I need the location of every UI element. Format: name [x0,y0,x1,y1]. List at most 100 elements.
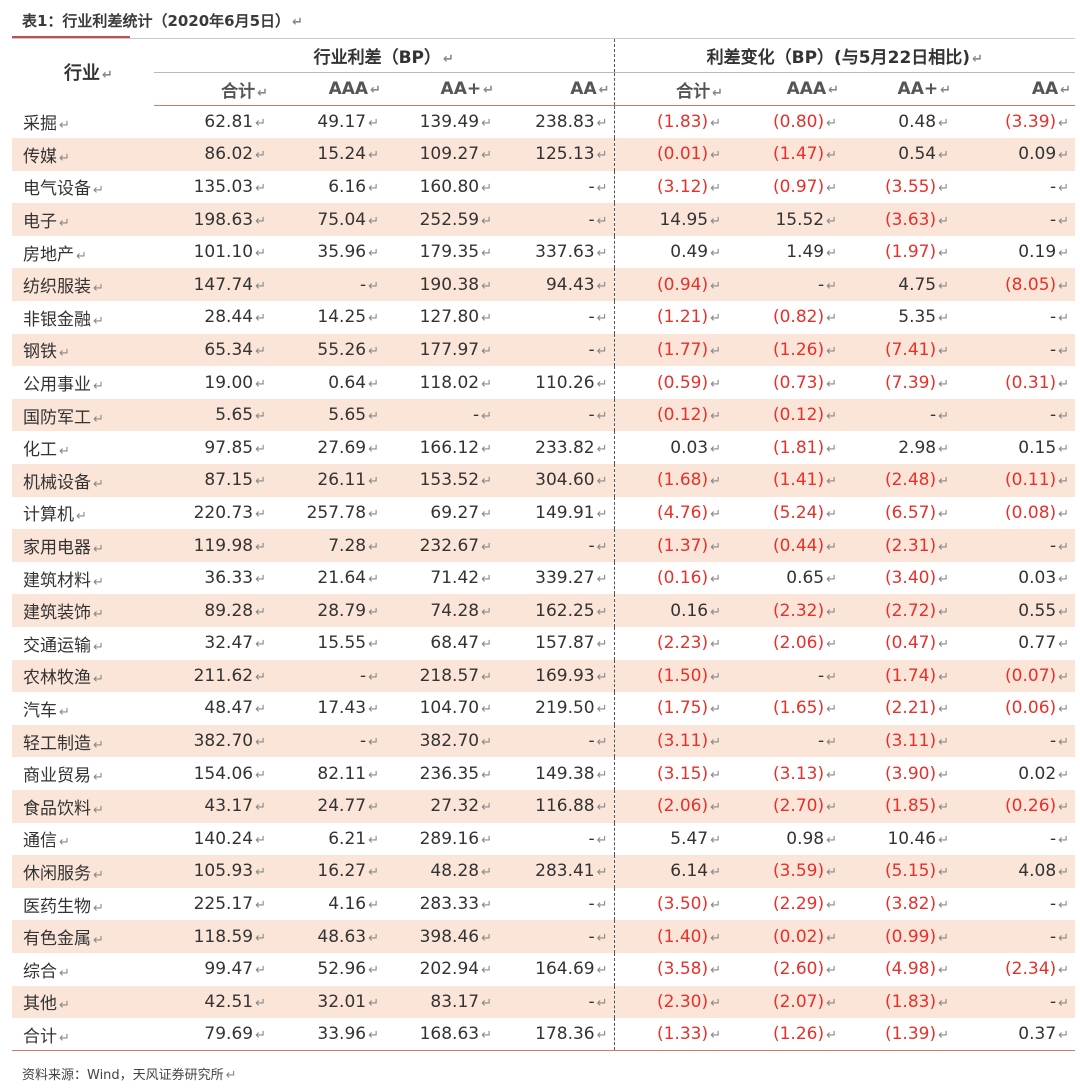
change-cell: (5.24) ↵ [772,502,838,523]
spread-cell: 86.02 ↵ [154,138,272,171]
industry-name: 电子 ↵ [12,203,154,236]
spread-cell: 119.98 ↵ [154,529,272,562]
table-row: 医药生物 ↵ 225.17 ↵ 4.16 ↵ 283.33 ↵ - ↵ (3.50) ↵ (2.29) ↵… [12,887,1075,921]
change-cell: 15.52 ↵ [727,203,844,236]
industry-name: 非银金融 ↵ [23,309,104,330]
industry-name: 医药生物 ↵ [23,896,104,917]
change-header-aa: AA ↵ [955,72,1076,106]
change-cell: - ↵ [727,268,844,302]
industry-column-header: 行业 ↵ [64,63,113,85]
caption-text: 表1：行业利差统计（2020年6月5日） [22,12,291,30]
change-cell: (2.31) ↵ [843,529,956,562]
table-row: 休闲服务 ↵ 105.93 ↵ 16.27 ↵ 48.28 ↵ 283.41 ↵ 6.14 ↵ (3.5… [12,855,1076,888]
change-header-aaa: AAA ↵ [727,72,844,106]
spread-cell: 32.47 ↵ [204,633,266,654]
change-cell: - ↵ [843,398,956,432]
industry-name: 交通运输 ↵ [23,635,104,656]
spread-cell: 147.74 ↵ [154,268,272,302]
spread-cell: 43.17 ↵ [154,789,272,823]
change-cell: (1.47) ↵ [727,138,844,171]
spread-cell: 26.11 ↵ [272,464,385,497]
spread-cell: 127.80 ↵ [419,307,492,328]
change-cell: 4.08 ↵ [955,855,1076,888]
spread-cell: 36.33 ↵ [204,568,266,589]
industry-name: 钢铁 ↵ [12,333,154,367]
change-cell: (1.97) ↵ [884,242,950,263]
industry-name: 家用电器 ↵ [12,529,154,562]
spread-cell: - ↵ [498,529,615,562]
change-cell: (3.63) ↵ [843,203,956,236]
spread-cell: 62.81 ↵ [204,112,266,133]
change-cell: (1.68) ↵ [613,464,728,497]
change-cell: (3.55) ↵ [884,176,950,197]
industry-name: 食品饮料 ↵ [12,789,154,823]
change-cell: (1.75) ↵ [613,692,728,725]
spread-cell: 225.17 ↵ [193,894,266,915]
spread-cell: 157.87 ↵ [535,633,608,654]
spread-cell: 135.03 ↵ [193,176,266,197]
change-cell: (1.74) ↵ [843,659,956,693]
industry-name: 计算机 ↵ [23,505,87,526]
spread-cell: 15.55 ↵ [317,633,379,654]
spread-cell: 252.59 ↵ [385,203,498,236]
industry-name: 轻工制造 ↵ [12,724,154,758]
change-cell: - ↵ [955,529,1076,562]
spread-cell: 105.93 ↵ [154,855,272,888]
change-cell: 0.03 ↵ [1018,568,1070,589]
industry-name: 通信 ↵ [23,831,70,852]
change-cell: (0.59) ↵ [613,366,728,399]
change-cell: (8.05) ↵ [955,268,1076,302]
spread-cell: 198.63 ↵ [154,203,272,236]
spread-cell: 164.69 ↵ [535,959,608,980]
spread-cell: 149.38 ↵ [535,763,608,784]
spread-cell: 5.65 ↵ [154,398,272,432]
spread-cell: 16.27 ↵ [272,855,385,888]
table-row: 有色金属 ↵ 118.59 ↵ 48.63 ↵ 398.46 ↵ - ↵ (1.40) ↵ (0.02)… [12,920,1076,953]
spread-cell: - ↵ [588,176,608,197]
change-cell: (7.41) ↵ [843,333,956,367]
spread-cell: 52.96 ↵ [317,959,379,980]
spread-cell: 75.04 ↵ [272,203,385,236]
industry-name: 建筑材料 ↵ [23,570,104,591]
spread-cell: 179.35 ↵ [419,242,492,263]
spread-cell: 21.64 ↵ [317,568,379,589]
change-cell: (2.06) ↵ [772,633,838,654]
industry-name: 化工 ↵ [23,440,70,461]
table-row: 国防军工 ↵ 5.65 ↵ 5.65 ↵ - ↵ - ↵ (0.12) ↵ (0.12) ↵ - ↵ - ↵ [12,398,1076,432]
change-cell: (1.77) ↵ [613,333,728,367]
spread-cell: 168.63 ↵ [385,1018,498,1052]
change-cell: (0.26) ↵ [955,789,1076,823]
change-cell: (0.08) ↵ [1005,502,1070,523]
spread-cell: 69.27 ↵ [430,502,492,523]
change-cell: (1.33) ↵ [613,1018,728,1052]
industry-name: 房地产 ↵ [23,244,87,265]
table-row: 轻工制造 ↵ 382.70 ↵ - ↵ 382.70 ↵ - ↵ (3.11) ↵ - ↵ (3.11) ↵ -… [12,724,1076,758]
spread-cell: 17.43 ↵ [317,698,379,719]
change-cell: (1.37) ↵ [613,529,728,562]
change-cell: (1.65) ↵ [772,698,838,719]
table-row: 房地产 ↵ 101.10 ↵ 35.96 ↵ 179.35 ↵ 337.63 ↵ 0.49 ↵ 1.49… [12,235,1075,269]
spread-cell: 257.78 ↵ [306,502,379,523]
change-cell: 1.49 ↵ [786,242,838,263]
spread-header-total: 合计 ↵ [154,72,272,106]
table-row: 钢铁 ↵ 65.34 ↵ 55.26 ↵ 177.97 ↵ - ↵ (1.77) ↵ (1.26) ↵ (7… [12,333,1076,367]
change-cell: - ↵ [727,724,844,758]
change-cell: 0.02 ↵ [1018,763,1070,784]
spread-cell: 118.02 ↵ [419,372,492,393]
spread-cell: 160.80 ↵ [419,176,492,197]
spread-cell: 104.70 ↵ [419,698,492,719]
spread-cell: 219.50 ↵ [535,698,608,719]
industry-name: 商业贸易 ↵ [23,766,104,787]
spread-cell: 32.01 ↵ [272,985,385,1019]
spread-cell: 48.28 ↵ [385,855,498,888]
change-cell: (2.21) ↵ [884,698,950,719]
spread-cell: 109.27 ↵ [385,138,498,171]
spread-cell: 339.27 ↵ [535,568,608,589]
spread-cell: 177.97 ↵ [385,333,498,367]
change-cell: (2.32) ↵ [727,594,844,627]
spread-cell: 6.16 ↵ [328,176,379,197]
spread-cell: 289.16 ↵ [419,828,492,849]
spread-cell: 94.43 ↵ [498,268,615,302]
spread-cell: 169.93 ↵ [498,659,615,693]
change-cell: (3.11) ↵ [843,724,956,758]
